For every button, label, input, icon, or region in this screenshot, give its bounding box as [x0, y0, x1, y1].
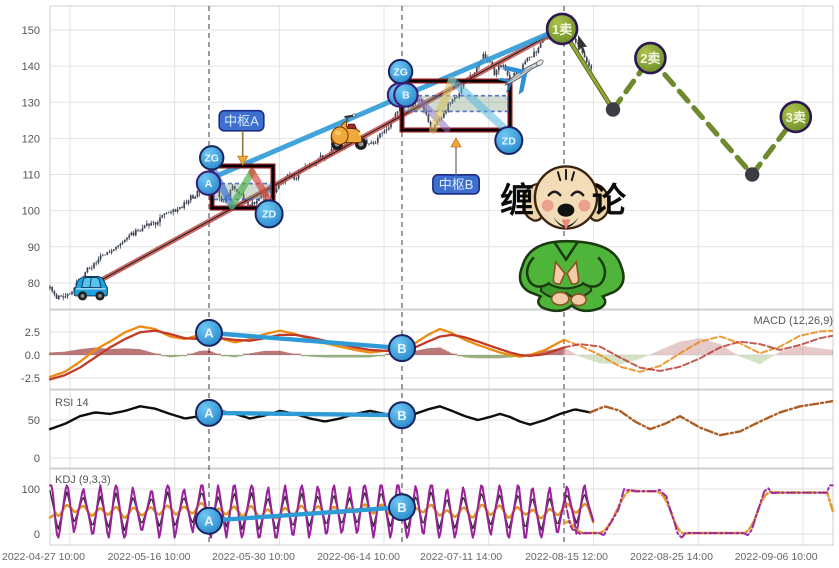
- svg-text:0: 0: [34, 453, 40, 465]
- svg-text:KDJ (9,3,3): KDJ (9,3,3): [55, 474, 111, 486]
- svg-text:-2.5: -2.5: [21, 373, 40, 385]
- svg-text:2022-07-11 14:00: 2022-07-11 14:00: [420, 551, 502, 563]
- svg-text:130: 130: [22, 97, 40, 109]
- svg-text:140: 140: [22, 61, 40, 73]
- svg-text:2022-06-14 10:00: 2022-06-14 10:00: [317, 551, 400, 563]
- svg-text:ZG: ZG: [204, 153, 219, 165]
- svg-text:2022-05-30 10:00: 2022-05-30 10:00: [212, 551, 295, 563]
- svg-text:1卖: 1卖: [552, 22, 572, 37]
- svg-text:A: A: [204, 326, 214, 341]
- svg-text:B: B: [397, 500, 406, 515]
- svg-text:B: B: [397, 408, 406, 423]
- svg-text:110: 110: [22, 170, 40, 182]
- svg-text:A: A: [205, 178, 213, 190]
- svg-text:100: 100: [22, 484, 40, 496]
- svg-text:120: 120: [22, 133, 40, 145]
- svg-text:ZD: ZD: [502, 135, 516, 147]
- svg-text:中枢B: 中枢B: [439, 177, 474, 192]
- svg-text:RSI 14: RSI 14: [55, 397, 89, 409]
- svg-text:0: 0: [34, 529, 40, 541]
- svg-text:2022-04-27 10:00: 2022-04-27 10:00: [2, 551, 85, 563]
- svg-text:B: B: [402, 90, 410, 102]
- svg-text:90: 90: [28, 242, 40, 254]
- svg-text:2.5: 2.5: [25, 327, 40, 339]
- svg-text:2022-09-06 10:00: 2022-09-06 10:00: [735, 551, 818, 563]
- svg-text:150: 150: [22, 25, 40, 37]
- svg-text:ZD: ZD: [262, 209, 276, 221]
- svg-text:A: A: [204, 406, 214, 421]
- svg-text:B: B: [397, 341, 406, 356]
- svg-text:2卖: 2卖: [640, 51, 660, 66]
- svg-text:100: 100: [22, 206, 40, 218]
- svg-text:2022-05-16 10:00: 2022-05-16 10:00: [108, 551, 191, 563]
- svg-text:MACD (12,26,9): MACD (12,26,9): [754, 315, 833, 327]
- svg-text:中枢A: 中枢A: [224, 113, 259, 128]
- svg-text:ZG: ZG: [393, 66, 408, 78]
- svg-text:0.0: 0.0: [25, 350, 40, 362]
- svg-text:缠: 缠: [500, 181, 534, 220]
- svg-text:80: 80: [28, 278, 40, 290]
- svg-text:2022-08-25 14:00: 2022-08-25 14:00: [630, 551, 713, 563]
- svg-text:论: 论: [592, 182, 627, 220]
- svg-text:2022-08-15 12:00: 2022-08-15 12:00: [525, 551, 608, 563]
- svg-text:50: 50: [28, 415, 40, 427]
- svg-text:3卖: 3卖: [786, 110, 806, 125]
- svg-text:A: A: [204, 513, 214, 528]
